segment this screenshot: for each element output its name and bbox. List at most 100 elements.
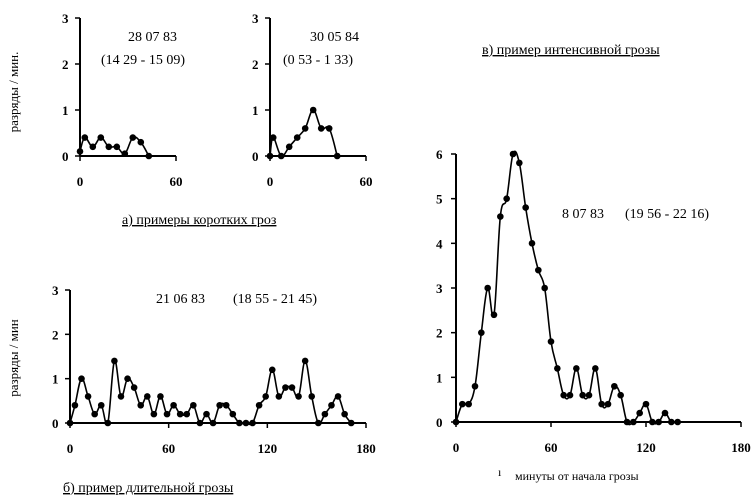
data-point-b-2: [78, 375, 85, 382]
data-point-b-42: [341, 410, 348, 418]
chart-date-c: 8 07 83: [562, 207, 604, 222]
data-point-a1-0: [76, 148, 84, 155]
x-tick-label-a2-60: 60: [360, 174, 373, 189]
data-point-a1-2: [89, 143, 97, 151]
y-axis-label-bottom: разряды / мин: [6, 319, 21, 397]
x-tick-label-b-180: 180: [356, 441, 376, 456]
data-point-b-37: [308, 393, 316, 400]
y-tick-label-a2-2: 2: [252, 57, 259, 72]
data-point-a1-3: [97, 134, 105, 141]
data-point-b-34: [288, 384, 296, 391]
data-point-a2-9: [333, 152, 341, 160]
data-point-c-5: [484, 284, 491, 292]
caption-intense-storm: в) пример интенсивной грозы: [482, 43, 660, 58]
x-tick-label-c-180: 180: [731, 440, 751, 455]
y-tick-label-a2-0: 0: [252, 149, 259, 164]
data-point-b-0: [66, 419, 74, 427]
data-point-b-11: [137, 401, 145, 409]
y-axis-label-top: разряды / мин.: [6, 52, 21, 133]
chart-time-a1: (14 29 - 15 09): [101, 53, 185, 68]
data-point-c-3: [471, 382, 479, 390]
data-point-b-32: [275, 393, 283, 400]
x-tick-label-c-0: 0: [453, 440, 460, 455]
data-point-c-19: [573, 365, 580, 372]
data-point-b-21: [203, 410, 210, 418]
data-point-c-4: [478, 329, 485, 336]
data-point-b-31: [268, 366, 276, 374]
data-point-c-9: [509, 150, 517, 158]
data-point-b-39: [321, 410, 329, 418]
data-point-a2-3: [285, 143, 293, 151]
data-point-a1-9: [145, 152, 153, 160]
data-point-a1-5: [113, 143, 121, 151]
y-tick-label-c-2: 2: [436, 326, 443, 341]
series-line-a2: [269, 109, 338, 158]
data-point-b-27: [242, 419, 250, 427]
data-point-b-28: [249, 419, 256, 427]
y-tick-label-c-0: 0: [436, 415, 443, 430]
data-point-c-25: [611, 382, 618, 390]
data-point-b-36: [301, 357, 309, 365]
y-tick-label-c-1: 1: [436, 370, 443, 385]
y-tick-label-b-0: 0: [52, 416, 59, 431]
data-point-b-9: [124, 375, 131, 382]
data-point-a1-7: [129, 134, 137, 141]
data-point-c-1: [459, 400, 466, 408]
data-point-c-26: [617, 391, 624, 399]
data-point-a2-4: [293, 134, 301, 141]
data-point-a2-2: [277, 152, 285, 160]
data-point-b-17: [176, 410, 184, 418]
data-point-c-12: [528, 240, 536, 247]
data-point-b-35: [295, 393, 302, 400]
data-point-c-11: [522, 204, 529, 211]
x-tick-label-b-0: 0: [67, 441, 74, 456]
data-point-c-14: [541, 284, 548, 292]
chart-date-a2: 30 05 84: [310, 30, 359, 45]
data-point-b-18: [183, 410, 191, 418]
chart-date-b: 21 06 83: [156, 292, 205, 307]
data-point-a1-8: [137, 138, 145, 146]
x-tick-label-a1-60: 60: [170, 174, 183, 189]
data-point-b-40: [328, 401, 335, 409]
data-point-b-20: [196, 419, 204, 427]
data-point-c-24: [604, 400, 612, 408]
data-point-b-16: [170, 401, 177, 409]
data-point-a2-6: [309, 106, 317, 114]
y-tick-label-b-2: 2: [52, 327, 59, 342]
chart-time-b: (18 55 - 21 45): [233, 292, 317, 307]
y-tick-label-a2-1: 1: [252, 103, 259, 118]
data-point-b-43: [347, 419, 355, 427]
chart-date-a1: 28 07 83: [128, 30, 177, 45]
data-point-c-15: [547, 338, 555, 345]
data-point-b-22: [209, 419, 217, 427]
data-point-c-27: [623, 418, 631, 426]
data-point-b-7: [111, 357, 118, 365]
y-tick-label-b-1: 1: [52, 372, 59, 387]
x-tick-label-b-120: 120: [258, 441, 278, 456]
data-point-c-21: [585, 391, 593, 399]
data-point-c-32: [655, 418, 662, 426]
data-point-c-33: [661, 409, 669, 417]
data-point-a2-7: [317, 125, 325, 132]
data-point-a1-4: [105, 143, 113, 151]
y-tick-label-a1-2: 2: [62, 57, 69, 72]
y-tick-label-b-3: 3: [52, 283, 59, 298]
series-line-a1: [79, 136, 150, 157]
chart-time-a2: (0 53 - 1 33): [283, 53, 353, 68]
x-tick-label-c-120: 120: [636, 440, 656, 455]
data-point-b-6: [104, 419, 112, 427]
data-point-c-7: [497, 213, 504, 220]
data-point-b-15: [163, 410, 171, 418]
data-point-b-10: [130, 384, 138, 391]
data-point-c-34: [668, 418, 675, 426]
data-point-c-0: [452, 418, 460, 426]
data-point-b-5: [97, 401, 105, 409]
x-tick-label-c-60: 60: [545, 440, 558, 455]
data-point-b-30: [262, 393, 269, 400]
data-point-c-6: [490, 311, 498, 319]
data-point-c-29: [636, 409, 643, 417]
y-tick-label-a1-0: 0: [62, 149, 69, 164]
data-point-c-30: [642, 400, 650, 408]
data-point-b-12: [143, 393, 151, 400]
data-point-a1-6: [121, 150, 129, 157]
